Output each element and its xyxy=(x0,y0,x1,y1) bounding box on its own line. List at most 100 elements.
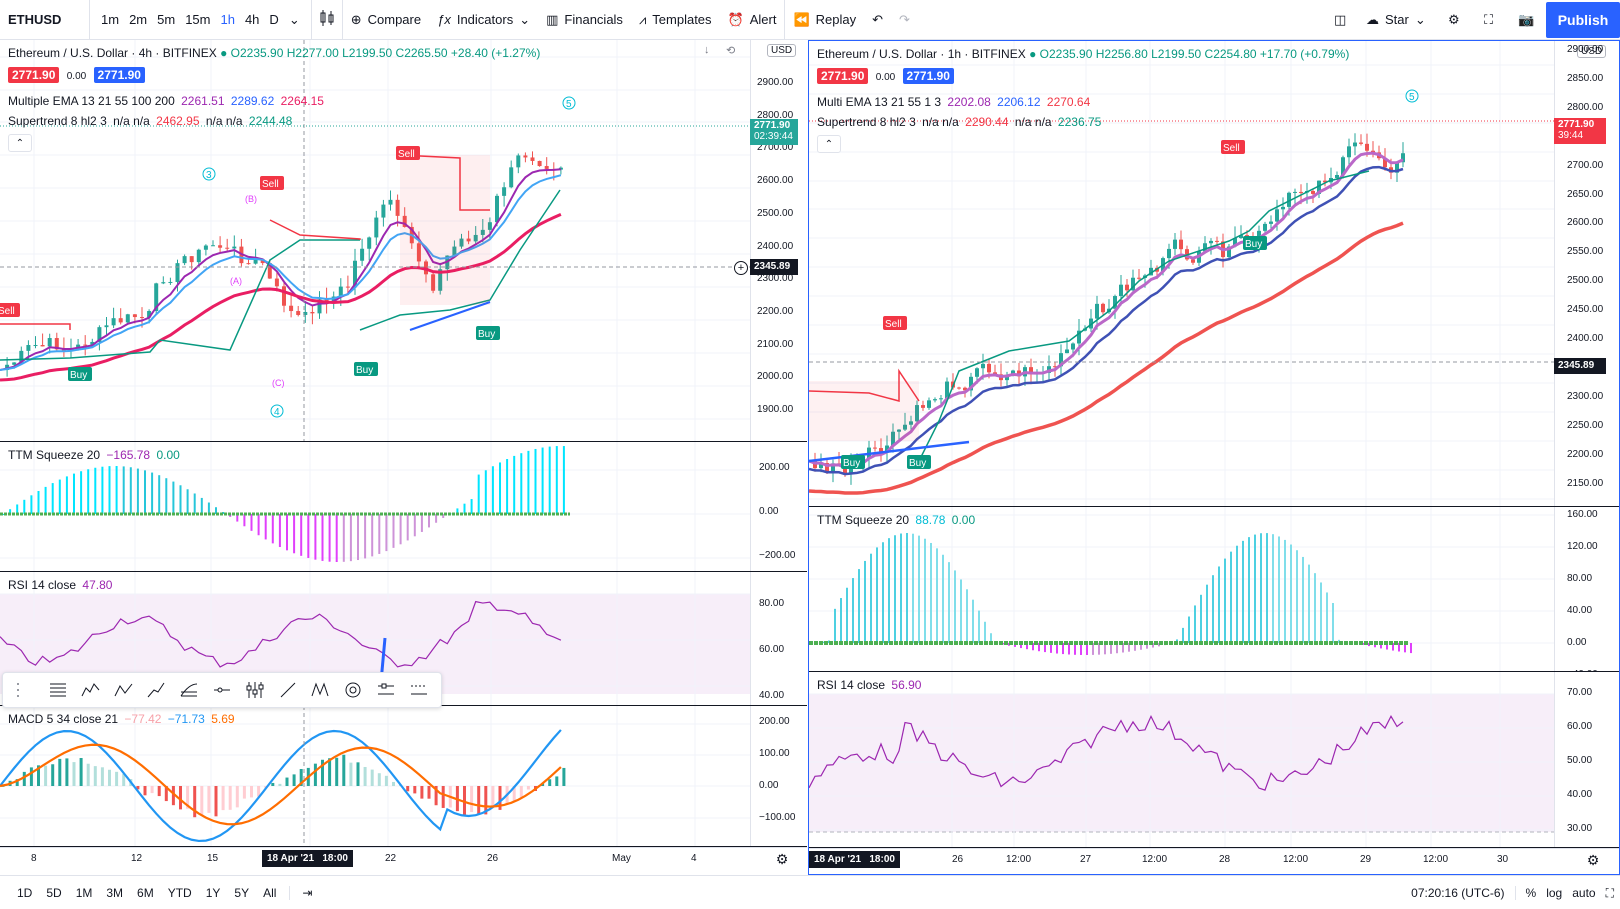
fullscreen-button[interactable]: ⛶ xyxy=(1476,0,1501,40)
go-to-date-icon[interactable]: ⇥ xyxy=(289,885,319,900)
left-macd-axis[interactable]: 200.00 100.00 0.00 −100.00 xyxy=(750,706,807,846)
interval-5m[interactable]: 5m xyxy=(157,12,176,27)
right-ttm-chart[interactable] xyxy=(809,507,1554,672)
right-price-axis[interactable]: USD 2900.002850.002800.002750.002700.002… xyxy=(1554,41,1619,506)
left-ttm-pane[interactable]: TTM Squeeze 20 −165.78 0.00 200.00 0.00 −2… xyxy=(0,442,807,572)
price-range-icon[interactable] xyxy=(238,675,271,705)
right-price-chart[interactable]: Sell Sell Buy Buy Buy 5 xyxy=(809,41,1554,507)
star-button[interactable]: ☁ Star ⌄ xyxy=(1366,11,1426,28)
interval-2m[interactable]: 2m xyxy=(129,12,148,27)
add-alert-plus-icon[interactable]: + xyxy=(734,261,748,275)
sell-signal: Sell xyxy=(885,319,902,330)
drag-handle-icon[interactable] xyxy=(9,675,42,705)
right-chart-panel[interactable]: Sell Sell Buy Buy Buy 5 Ethereum / U.S. Dolla… xyxy=(808,40,1620,875)
horizontal-ray-icon[interactable] xyxy=(206,675,239,705)
left-ema-legend[interactable]: Multiple EMA 13 21 55 100 200 2261.51 22… xyxy=(8,94,324,108)
range-YTD[interactable]: YTD xyxy=(167,885,192,900)
financials-button[interactable]: ▥ Financials xyxy=(546,11,623,28)
collapse-legend-button[interactable]: ⌃ xyxy=(8,134,32,152)
right-price-pane[interactable]: Sell Sell Buy Buy Buy 5 Ethereum / U.S. Dolla… xyxy=(809,41,1619,507)
right-rsi-legend[interactable]: RSI 14 close 56.90 xyxy=(817,678,922,692)
indicators-button[interactable]: ƒx Indicators ⌄ xyxy=(437,11,531,28)
right-ema-legend[interactable]: Multi EMA 13 21 55 1 3 2202.08 2206.12 2… xyxy=(817,95,1091,109)
range-5Y[interactable]: 5Y xyxy=(234,885,250,900)
axis-tick-label: −200.00 xyxy=(759,550,796,561)
buy-price-button[interactable]: 2771.90 xyxy=(93,67,145,83)
right-time-axis[interactable]: ⚙ 26 12:00 27 12:00 28 12:00 29 12:00 30 18 Apr '… xyxy=(809,848,1619,870)
range-1M[interactable]: 1M xyxy=(75,885,93,900)
replay-button[interactable]: ⏪ Replay xyxy=(784,0,864,40)
ruler-icon[interactable] xyxy=(369,675,402,705)
magnet-target-icon[interactable] xyxy=(337,675,370,705)
right-rsi-pane[interactable]: RSI 14 close 56.90 70.00 60.00 50.00 40.00 3… xyxy=(809,672,1619,848)
log-toggle[interactable]: log xyxy=(1546,886,1563,900)
clock[interactable]: 07:20:16 (UTC-6) xyxy=(1411,886,1516,900)
settings-button[interactable]: ⚙ xyxy=(1440,0,1468,40)
screenshot-button[interactable]: 📷 xyxy=(1510,0,1542,40)
fib-retracement-icon[interactable] xyxy=(173,675,206,705)
left-supertrend-legend[interactable]: Supertrend 8 hl2 3 n/a n/a 2462.95 n/a n… xyxy=(8,114,293,128)
left-rsi-legend[interactable]: RSI 14 close 47.80 xyxy=(8,578,113,592)
chart-settings-gear-icon[interactable]: ⚙ xyxy=(775,850,789,867)
range-6M[interactable]: 6M xyxy=(137,885,154,900)
range-5D[interactable]: 5D xyxy=(46,885,62,900)
interval-1m[interactable]: 1m xyxy=(101,12,120,27)
candle-body xyxy=(957,387,961,389)
redo-button[interactable]: ↷ xyxy=(891,0,918,40)
candles-icon[interactable] xyxy=(318,9,336,31)
left-price-chart[interactable]: Sell Sell Sell Buy Buy Buy 3 5 4 (B) (A) (C) xyxy=(0,40,750,442)
range-1Y[interactable]: 1Y xyxy=(205,885,221,900)
right-rsi-chart[interactable] xyxy=(809,672,1554,848)
line-tool-icon[interactable] xyxy=(271,675,304,705)
currency-label[interactable]: USD xyxy=(1577,45,1607,58)
right-supertrend-legend[interactable]: Supertrend 8 hl2 3 n/a n/a 2290.44 n/a n… xyxy=(817,115,1102,129)
elliott-impulse-icon[interactable] xyxy=(75,675,108,705)
layout-button[interactable]: ◫ xyxy=(1326,0,1354,40)
left-price-axis[interactable]: USD 2900.00 2800.00 2700.00 2600.00 2500.00 2… xyxy=(750,40,807,441)
range-All[interactable]: All xyxy=(263,885,277,900)
interval-1h[interactable]: 1h xyxy=(220,12,235,27)
undo-button[interactable]: ↶ xyxy=(864,0,891,40)
fullscreen-corner-icon[interactable]: ⛶ xyxy=(1605,885,1614,900)
left-ttm-chart[interactable] xyxy=(0,442,750,572)
range-1D[interactable]: 1D xyxy=(17,885,33,900)
sell-price-button[interactable]: 2771.90 xyxy=(8,67,60,83)
reset-icon[interactable]: ⟲ xyxy=(726,45,736,57)
left-ttm-axis[interactable]: 200.00 0.00 −200.00 xyxy=(750,442,807,571)
trend-line-icon[interactable] xyxy=(140,675,173,705)
right-rsi-axis[interactable]: 70.00 60.00 50.00 40.00 30.00 xyxy=(1554,672,1619,847)
right-ttm-pane[interactable]: TTM Squeeze 20 88.78 0.00 160.00 120.00 80… xyxy=(809,507,1619,672)
left-price-pane[interactable]: Sell Sell Sell Buy Buy Buy 3 5 4 (B) (A) (C) Ethere… xyxy=(0,40,807,442)
currency-label[interactable]: USD xyxy=(767,44,797,57)
left-chart-panel[interactable]: Sell Sell Sell Buy Buy Buy 3 5 4 (B) (A) (C) Ethere… xyxy=(0,40,807,875)
alert-button[interactable]: ⏰ Alert xyxy=(727,11,777,28)
left-macd-legend[interactable]: MACD 5 34 close 21 −77.42 −71.73 5.69 xyxy=(8,712,235,726)
collapse-legend-button[interactable]: ⌃ xyxy=(817,135,841,153)
left-macd-chart[interactable] xyxy=(0,706,750,847)
right-ttm-axis[interactable]: 160.00 120.00 80.00 40.00 0.00 −40.00 xyxy=(1554,507,1619,671)
auto-toggle[interactable]: auto xyxy=(1572,886,1596,900)
percent-toggle[interactable]: % xyxy=(1525,886,1537,900)
sell-price-button[interactable]: 2771.90 xyxy=(817,68,869,84)
interval-15m[interactable]: 15m xyxy=(185,12,211,27)
range-3M[interactable]: 3M xyxy=(106,885,124,900)
hide-drawings-icon[interactable] xyxy=(402,675,435,705)
interval-4h[interactable]: 4h xyxy=(244,12,260,27)
left-time-axis[interactable]: ⚙ 8 12 15 22 26 May 4 18 Apr '21 18:00 xyxy=(0,847,807,869)
horizontal-lines-icon[interactable] xyxy=(42,675,75,705)
symbol-search[interactable]: ETHUSD xyxy=(0,0,90,40)
right-ttm-legend[interactable]: TTM Squeeze 20 88.78 0.00 xyxy=(817,513,976,527)
chart-settings-gear-icon[interactable]: ⚙ xyxy=(1586,851,1600,868)
pattern-icon[interactable] xyxy=(304,675,337,705)
left-ttm-legend[interactable]: TTM Squeeze 20 −165.78 0.00 xyxy=(8,448,180,462)
interval-D[interactable]: D xyxy=(269,12,279,27)
compare-button[interactable]: ⊕ Compare xyxy=(350,11,422,28)
interval-dropdown-chevron-icon[interactable]: ⌄ xyxy=(288,11,300,27)
elliott-abc-icon[interactable] xyxy=(107,675,140,705)
scroll-down-icon[interactable]: ↓ xyxy=(704,44,710,56)
left-macd-pane[interactable]: MACD 5 34 close 21 −77.42 −71.73 5.69 20… xyxy=(0,706,807,847)
left-rsi-axis[interactable]: 80.00 60.00 40.00 xyxy=(750,572,807,705)
publish-button[interactable]: Publish xyxy=(1546,2,1620,38)
buy-price-button[interactable]: 2771.90 xyxy=(902,68,954,84)
templates-button[interactable]: ⩘ Templates xyxy=(638,11,712,28)
